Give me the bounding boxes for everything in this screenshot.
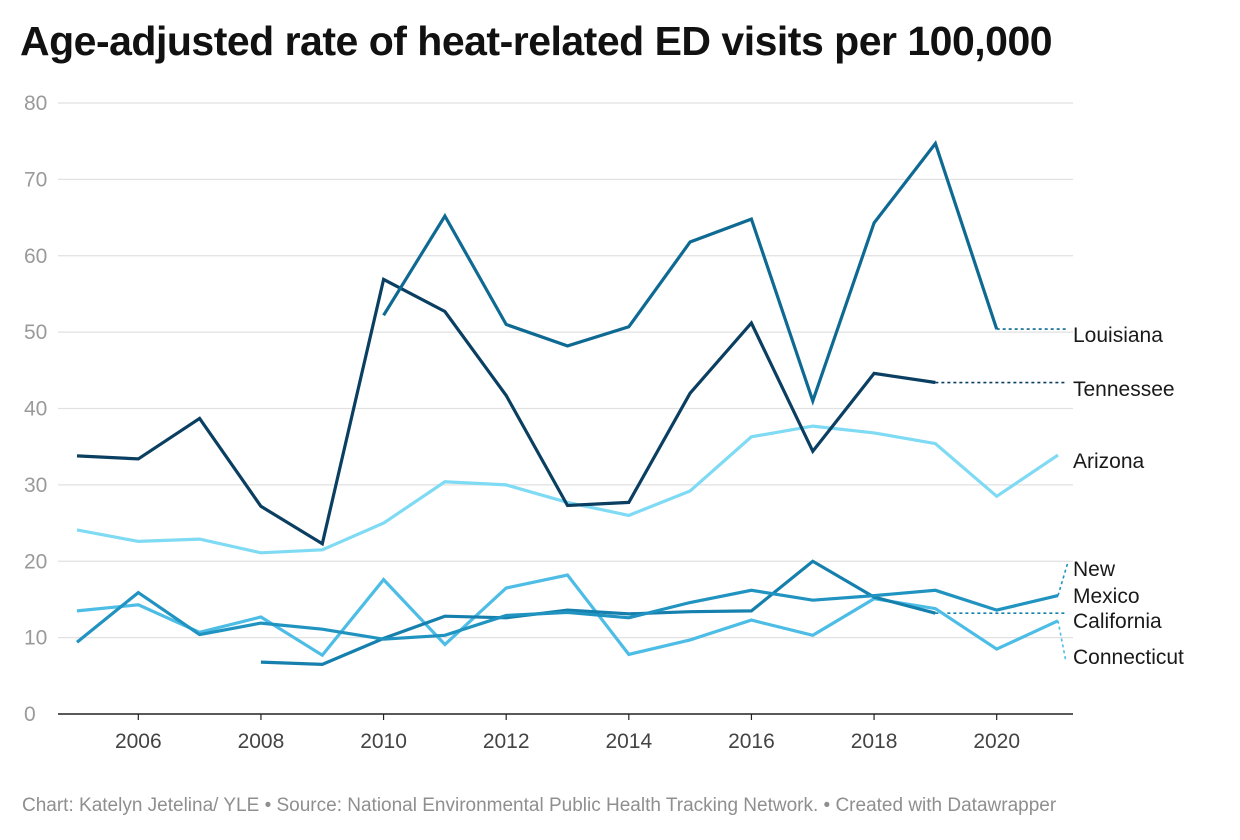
series-label-new-mexico: New — [1073, 558, 1116, 581]
y-tick-label: 10 — [24, 627, 47, 650]
series-line-louisiana — [382, 140, 999, 406]
x-tick-label: 2016 — [728, 730, 775, 753]
series-label-louisiana: Louisiana — [1073, 324, 1163, 347]
series-line-arizona — [76, 424, 1059, 555]
series-labels: Louisiana Tennessee Arizona New MexicoCalifo… — [1073, 324, 1184, 669]
x-tick-label: 2008 — [238, 730, 285, 753]
chart-footer: Chart: Katelyn Jetelina/ YLE • Source: N… — [22, 795, 1057, 816]
y-axis-ticks: 0 10 20 30 40 50 60 70 80 — [24, 92, 47, 726]
y-tick-label: 60 — [24, 245, 47, 268]
y-tick-label: 70 — [24, 168, 47, 191]
series-label-connecticut: Connecticut — [1073, 646, 1184, 669]
y-tick-label: 50 — [24, 321, 47, 344]
series-line-new-mexico — [75, 588, 1059, 644]
y-tick-label: 30 — [24, 474, 47, 497]
series-label-california: California — [1073, 610, 1162, 633]
y-tick-label: 0 — [24, 703, 36, 726]
y-tick-label: 40 — [24, 398, 47, 421]
x-tick-label: 2012 — [483, 730, 530, 753]
x-axis-ticks: 2006 2008 2010 2012 2014 2016 2018 2020 — [115, 714, 1020, 753]
series-lines — [75, 140, 1059, 667]
series-label-arizona: Arizona — [1073, 450, 1145, 473]
chart-title: Age-adjusted rate of heat-related ED vis… — [20, 18, 1053, 64]
series-line-california — [260, 559, 936, 667]
x-tick-label: 2014 — [605, 730, 652, 753]
x-tick-label: 2018 — [851, 730, 898, 753]
series-line-connecticut — [76, 573, 1059, 658]
x-tick-label: 2020 — [973, 730, 1020, 753]
series-label-tennessee: Tennessee — [1073, 378, 1175, 401]
x-tick-label: 2010 — [360, 730, 407, 753]
label-connectors — [935, 328, 1069, 663]
series-label-new-mexico: Mexico — [1073, 585, 1140, 608]
y-tick-label: 80 — [24, 92, 47, 115]
connector-new-mexico — [1057, 561, 1069, 596]
gridlines — [58, 102, 1073, 639]
x-tick-label: 2006 — [115, 730, 162, 753]
series-line-tennessee — [76, 277, 936, 547]
y-tick-label: 20 — [24, 550, 47, 573]
connector-connecticut — [1057, 620, 1067, 663]
